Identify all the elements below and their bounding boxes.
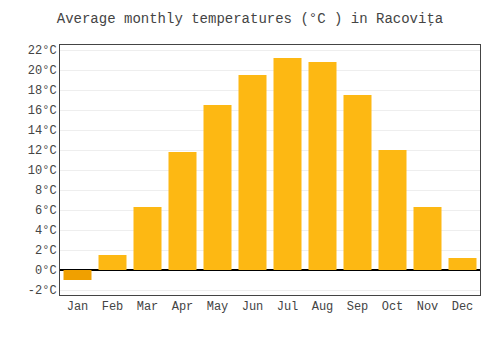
svg-text:Apr: Apr bbox=[172, 300, 194, 314]
svg-text:12°C: 12°C bbox=[28, 144, 57, 158]
svg-text:8°C: 8°C bbox=[35, 184, 57, 198]
svg-text:Dec: Dec bbox=[452, 300, 474, 314]
svg-text:0°C: 0°C bbox=[35, 264, 57, 278]
svg-text:20°C: 20°C bbox=[28, 64, 57, 78]
svg-text:4°C: 4°C bbox=[35, 224, 57, 238]
svg-text:Mar: Mar bbox=[137, 300, 159, 314]
svg-text:2°C: 2°C bbox=[35, 244, 57, 258]
svg-text:Average monthly temperatures (: Average monthly temperatures (°C ) in Ra… bbox=[57, 11, 443, 27]
svg-text:Oct: Oct bbox=[382, 300, 404, 314]
svg-text:Aug: Aug bbox=[312, 300, 334, 314]
svg-text:Nov: Nov bbox=[417, 300, 439, 314]
svg-text:10°C: 10°C bbox=[28, 164, 57, 178]
svg-text:Jul: Jul bbox=[277, 300, 299, 314]
svg-text:6°C: 6°C bbox=[35, 204, 57, 218]
svg-text:22°C: 22°C bbox=[28, 44, 57, 58]
svg-text:Sep: Sep bbox=[347, 300, 369, 314]
svg-text:Jun: Jun bbox=[242, 300, 264, 314]
svg-text:-2°C: -2°C bbox=[28, 284, 57, 298]
svg-text:18°C: 18°C bbox=[28, 84, 57, 98]
svg-text:14°C: 14°C bbox=[28, 124, 57, 138]
svg-text:16°C: 16°C bbox=[28, 104, 57, 118]
svg-text:Feb: Feb bbox=[102, 300, 124, 314]
svg-text:Jan: Jan bbox=[67, 300, 89, 314]
svg-text:May: May bbox=[207, 300, 229, 314]
